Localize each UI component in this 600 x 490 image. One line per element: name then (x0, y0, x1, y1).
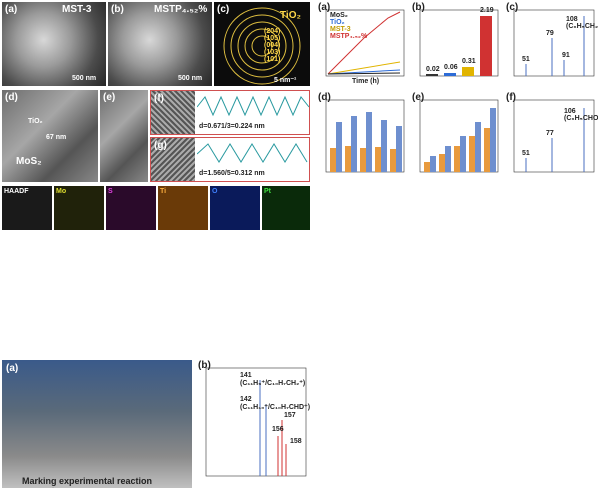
lattice-image (151, 91, 195, 134)
map-label: Mo (56, 188, 67, 195)
peak-label: 51 (522, 150, 530, 157)
peak-label: 79 (546, 30, 554, 37)
panel-label: (d) (5, 92, 18, 103)
panel-title: TiO₂ (280, 10, 301, 21)
panel-title: MST-3 (62, 4, 92, 15)
bar-value: 0.31 (462, 58, 476, 65)
bar-group (330, 112, 402, 172)
panel-label: (a) (5, 4, 18, 15)
map-label: Ti (160, 188, 167, 195)
bar-chart (419, 9, 499, 77)
plot-bad-h2-cycles: (d) (316, 92, 408, 184)
panel-title: MSTP₄.₅₂% (154, 4, 208, 15)
map-label: O (212, 188, 218, 195)
d-spacing-label: d=0.671/3=0.224 nm (199, 123, 265, 130)
peak-label: 158 (290, 438, 302, 445)
eds-mapping-panel-h: HAADF Mo S Ti O Pt (2, 186, 310, 230)
bar-mst3 (462, 67, 474, 76)
o-map: O (210, 186, 260, 230)
peak-label: 156 (272, 426, 284, 433)
lattice-profile (197, 95, 309, 117)
size-label: 67 nm (46, 134, 67, 141)
bar-mstp (480, 16, 492, 76)
diffraction-rings (223, 7, 301, 85)
haadf-image: HAADF (2, 186, 52, 230)
ms-spectrum (513, 9, 595, 77)
bar-tio2 (444, 73, 456, 76)
map-label: HAADF (4, 188, 29, 195)
map-label: S (108, 188, 113, 195)
plane-label: (004) (264, 42, 281, 49)
plane-label: (105) (264, 35, 281, 42)
ms-spectrum (205, 367, 307, 477)
bar-chart (419, 99, 499, 173)
panel-label: (g) (154, 140, 167, 151)
bar-value: 0.06 (444, 64, 458, 71)
panel-label: (b) (412, 2, 425, 13)
panel-label: (e) (103, 92, 116, 103)
bar-mos2 (426, 74, 438, 76)
legend-item: TiO₂ (330, 19, 345, 26)
photo-caption: Marking experimental reaction apparatus (22, 476, 153, 488)
line-chart (325, 9, 405, 77)
saed-panel-c: (c) TiO₂ (204) (105) (004) (103) (101) 5… (214, 2, 310, 86)
x-axis-label: Time (h) (352, 78, 380, 85)
bar-chart (325, 99, 405, 173)
legend-item: MST-3 (330, 26, 351, 33)
lattice-profile (197, 143, 308, 163)
legend-item: MoS₂ (330, 12, 348, 19)
peak-label: 157 (284, 412, 296, 419)
ms-product-panel: (b) 141 (C₁₁H₉⁺/C₁₀H₇CH₂⁺) 142 (C₁₁H₁₀⁺/… (196, 360, 310, 488)
material-label: MoS₂ (16, 156, 42, 167)
hrtem-panel-g: (g) d=1.560/5=0.312 nm (150, 137, 310, 182)
peak-inset-label: 108 (C₆H₅CH₂OH) (566, 16, 598, 30)
scale-bar-label: 500 nm (178, 75, 203, 82)
peak-inset-label: 106 (C₆H₅CHO) (564, 108, 598, 122)
sem-panel-a: (a) MST-3 500 nm (2, 2, 106, 86)
ms-spectrum (513, 99, 595, 173)
sem-panel-b: (b) MSTP₄.₅₂% 500 nm (108, 2, 212, 86)
panel-label: (f) (154, 93, 164, 104)
panel-label: (e) (412, 92, 425, 103)
material-label: TiO₂ (28, 118, 43, 125)
s-map: S (106, 186, 156, 230)
tem-panel-e: (e) (100, 90, 148, 182)
peak-label: 141 (C₁₁H₉⁺/C₁₀H₇CH₂⁺) (240, 372, 306, 387)
panel-label: (f) (506, 92, 516, 103)
panel-label: (a) (6, 363, 19, 374)
peak-label: 77 (546, 130, 554, 137)
plane-label: (101) (264, 56, 281, 63)
panel-label: (d) (318, 92, 331, 103)
scale-bar-label: 500 nm (72, 75, 97, 82)
map-label: Pt (264, 188, 271, 195)
plot-ms-benzaldehyde: (f) 106 (C₆H₅CHO) 77 51 (504, 92, 598, 184)
panel-label: (c) (506, 2, 519, 13)
panel-label: (c) (217, 4, 230, 15)
hrtem-panel-f: (f) d=0.671/3=0.224 nm (150, 90, 310, 135)
panel-label: (b) (111, 4, 124, 15)
bar-value: 2.19 (480, 7, 494, 14)
plane-label: (204) (264, 28, 281, 35)
d-spacing-label: d=1.560/5=0.312 nm (199, 170, 265, 177)
peak-label: 142 (C₁₁H₁₀⁺/C₁₀H₇CHD⁺) (240, 396, 310, 411)
tem-panel-d: (d) TiO₂ 67 nm MoS₂ (2, 90, 98, 182)
plane-label: (103) (264, 49, 281, 56)
plot-ms-benzyl-alcohol: (c) 108 (C₆H₅CH₂OH) 79 51 91 (504, 2, 598, 88)
mo-map: Mo (54, 186, 104, 230)
panel-label: (a) (318, 2, 331, 13)
apparatus-photo-panel: (a) Marking experimental reaction appara… (2, 360, 192, 488)
peak-label: 91 (562, 52, 570, 59)
panel-label: (b) (198, 360, 211, 371)
lattice-image (151, 138, 195, 181)
plot-h2-rate-bars: (b) 0.02 0.06 0.31 2.19 (410, 2, 502, 88)
scale-bar-label: 5 nm⁻¹ (274, 77, 297, 84)
plot-h2-bad-time: (e) (410, 92, 502, 184)
pt-map: Pt (262, 186, 310, 230)
legend-item: MSTP₄.₅₂% (330, 33, 368, 40)
bar-value: 0.02 (426, 66, 440, 73)
peak-label: 51 (522, 56, 530, 63)
plot-h2-evolution: (a) Time (h) MoS₂ TiO₂ MST-3 MSTP₄.₅₂% (316, 2, 408, 88)
ti-map: Ti (158, 186, 208, 230)
